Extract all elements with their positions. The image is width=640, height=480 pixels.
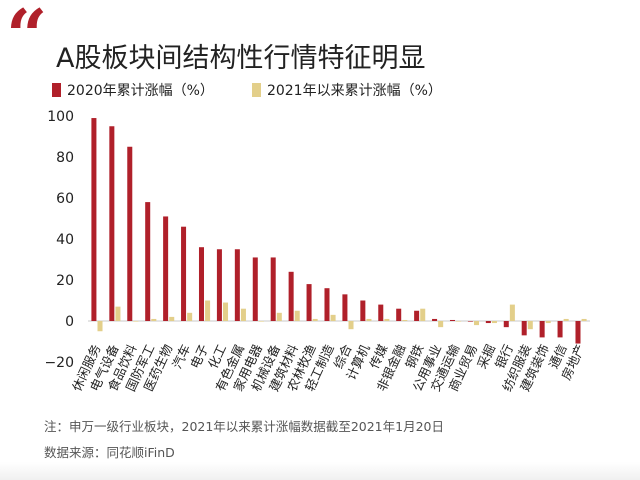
bar-2020	[234, 249, 240, 321]
bar-2020	[414, 310, 420, 321]
bar-2020	[91, 118, 97, 321]
bar-2021	[402, 319, 408, 321]
bottom-band	[0, 462, 640, 480]
y-tick-label: 40	[56, 232, 74, 248]
bar-2020	[216, 249, 222, 321]
bar-2020	[252, 257, 258, 321]
bar-2021	[491, 321, 497, 324]
bar-2020	[306, 284, 312, 321]
bar-2021	[240, 308, 246, 321]
y-tick-label: 20	[56, 273, 74, 289]
chart-area: −20 0 20 40 60 80 100 休闲服务 电气设备 食品饮料 国防军工 医药生物 汽车 电子化…	[0, 98, 640, 408]
bar-2021	[456, 321, 462, 322]
footnote: 注：申万一级行业板块，2021年以来累计涨幅数据截至2021年1月20日	[44, 419, 444, 434]
bar-2021	[169, 316, 175, 321]
bar-2020	[324, 288, 330, 321]
bar-2020	[467, 321, 473, 322]
bar-2020	[521, 321, 527, 336]
legend-swatch-2021	[251, 83, 261, 97]
bar-2021	[474, 321, 480, 326]
bar-2021	[348, 321, 354, 330]
bar-2021	[527, 321, 533, 330]
bar-2020	[145, 202, 151, 321]
bar-2021	[97, 321, 103, 332]
bar-2021	[509, 304, 515, 321]
bar-2020	[396, 308, 402, 321]
bar-2021	[581, 318, 587, 321]
bar-2020	[360, 300, 366, 321]
bar-2021	[133, 321, 139, 322]
bar-2020	[575, 321, 581, 344]
bar-2020	[432, 318, 438, 321]
legend-label-2021: 2021年以来累计涨幅（%）	[266, 83, 442, 99]
bar-2021	[420, 308, 426, 321]
bar-2020	[485, 321, 491, 324]
legend-swatch-2020	[52, 83, 61, 97]
bar-2021	[438, 321, 444, 328]
bar-2021	[151, 318, 157, 321]
bar-2020	[378, 304, 384, 321]
bar-2020	[163, 216, 169, 321]
bar-2020	[557, 321, 563, 338]
bar-2020	[342, 294, 348, 321]
bar-2021	[545, 321, 551, 324]
y-tick-label: 60	[56, 191, 74, 207]
bar-2021	[312, 318, 318, 321]
legend-item-2020: 2020年累计涨幅（%）	[52, 80, 214, 100]
legend-label-2020: 2020年累计涨幅（%）	[67, 83, 214, 99]
bar-2021	[563, 318, 569, 321]
data-source: 数据来源：同花顺iFinD	[44, 445, 175, 460]
bar-2021	[294, 310, 300, 321]
bar-2021	[330, 314, 336, 321]
bar-2021	[223, 302, 229, 321]
bar-2020	[181, 226, 187, 321]
bar-2021	[366, 318, 372, 321]
bar-2021	[115, 306, 121, 321]
bar-2020	[449, 319, 455, 321]
bar-2020	[288, 271, 294, 321]
bar-2020	[270, 257, 276, 321]
bar-2021	[187, 312, 193, 321]
bar-2020	[127, 146, 133, 321]
chart-legend: 2020年累计涨幅（%） 2021年以来累计涨幅（%）	[52, 80, 480, 100]
bar-2021	[384, 318, 390, 321]
y-tick-label: 80	[56, 150, 74, 166]
y-tick-label: 0	[65, 314, 74, 330]
bar-2020	[198, 247, 204, 321]
legend-item-2021: 2021年以来累计涨幅（%）	[251, 80, 442, 100]
bar-2020	[503, 321, 509, 328]
bar-chart: −20020406080100休闲服务电气设备食品饮料国防军工医药生物汽车电子化…	[44, 109, 590, 394]
y-tick-label: 100	[47, 109, 74, 125]
page-title: A股板块间结构性行情特征明显	[56, 43, 426, 74]
y-tick-label: −20	[44, 355, 74, 371]
bar-2021	[205, 300, 211, 321]
bar-2021	[258, 321, 264, 322]
bar-2020	[109, 126, 115, 321]
bar-2020	[539, 321, 545, 338]
bar-2021	[276, 312, 282, 321]
quote-mark-icon: “	[6, 0, 48, 78]
